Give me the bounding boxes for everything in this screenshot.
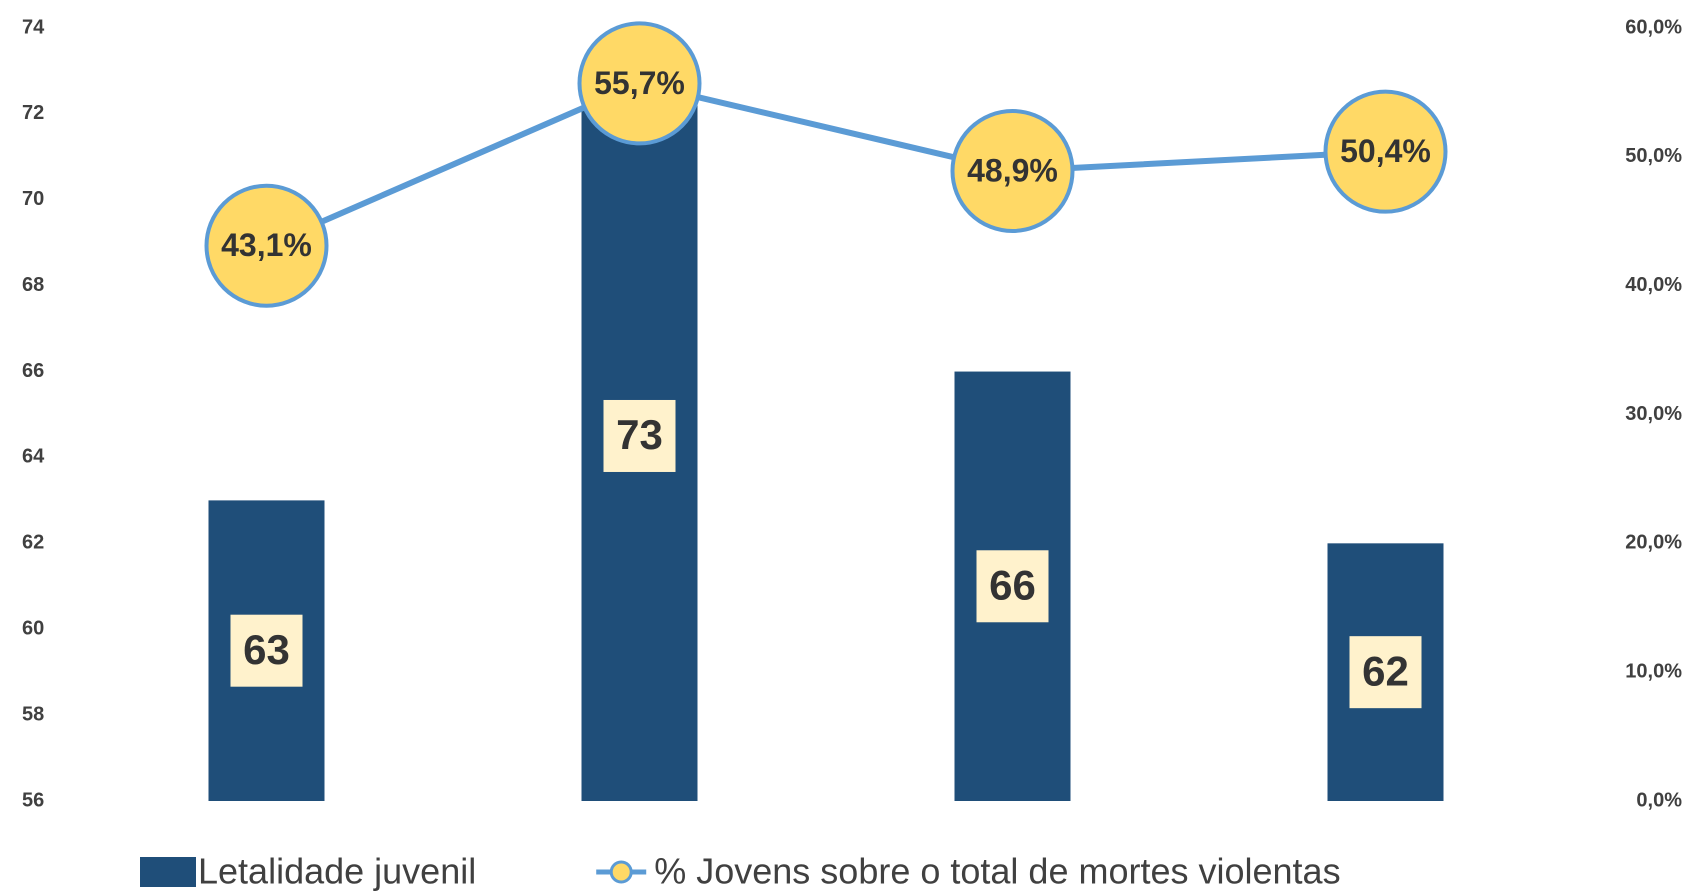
marker [577,21,702,146]
y-tick-label: 68 [22,274,44,296]
y2-tick-label: 30,0% [1625,403,1682,425]
legend-label: Letalidade juvenil [198,851,476,892]
data-label: 55,7% [594,65,685,101]
legend-swatch [140,857,196,887]
marker [1323,89,1448,214]
marker [950,109,1075,234]
y-tick-label: 60 [22,618,44,640]
y-tick-label: 72 [22,102,44,124]
y-tick-label: 64 [22,446,45,468]
y2-tick-label: 0,0% [1636,789,1682,811]
y-tick-label: 74 [22,16,45,38]
y-tick-label: 70 [22,188,44,210]
legend-label: % Jovens sobre o total de mortes violent… [654,851,1340,892]
y2-tick-label: 60,0% [1625,16,1682,38]
data-label-box [603,399,676,472]
y-tick-label: 62 [22,532,44,554]
data-label: 66 [989,561,1036,608]
data-label: 63 [243,626,290,673]
data-label: 50,4% [1340,133,1431,169]
y2-tick-label: 40,0% [1625,274,1682,296]
data-label-box [976,550,1049,623]
y-tick-label: 56 [22,789,44,811]
data-label: 73 [616,411,663,458]
y2-tick-label: 20,0% [1625,532,1682,554]
y2-tick-label: 10,0% [1625,660,1682,682]
line [265,80,1386,249]
y2-tick-label: 50,0% [1625,145,1682,167]
data-label-box [230,614,303,687]
data-label: 48,9% [967,152,1058,188]
data-label: 62 [1362,647,1409,694]
y-tick-label: 58 [22,703,44,725]
marker [204,183,329,308]
data-label-box [1349,636,1422,709]
legend-marker [609,860,633,884]
y-tick-label: 66 [22,360,44,382]
data-label: 43,1% [221,227,312,263]
